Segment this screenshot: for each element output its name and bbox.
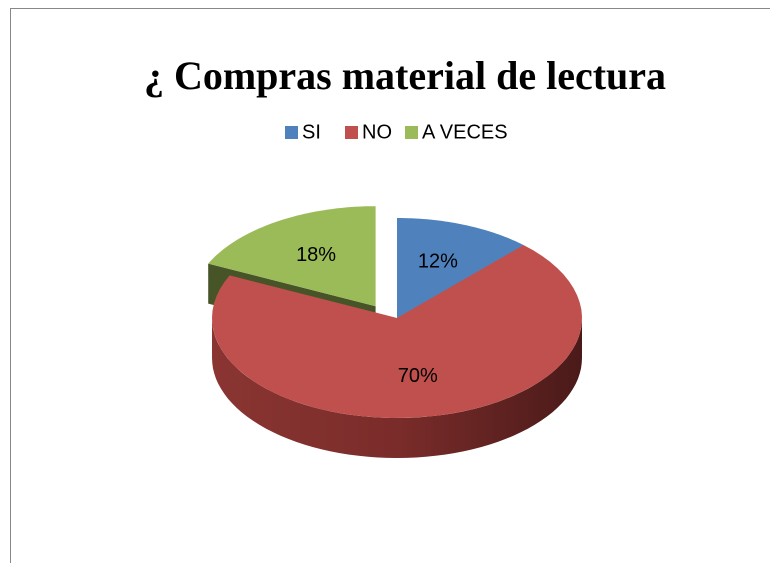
slice-wall <box>212 318 582 458</box>
slice <box>397 218 524 318</box>
slice-top <box>208 206 376 307</box>
data-label: 70% <box>398 365 438 387</box>
slice-top <box>397 218 524 318</box>
legend-swatch <box>345 126 358 139</box>
chart-title: ¿ Compras material de lectura <box>144 53 666 98</box>
legend: SI NO A VECES <box>285 121 508 143</box>
legend-swatch <box>285 126 298 139</box>
frame <box>10 8 770 563</box>
data-label: 18% <box>296 244 336 266</box>
data-label: 12% <box>418 250 458 272</box>
slice-top <box>212 245 582 418</box>
legend-label: NO <box>362 121 392 143</box>
legend-label: A VECES <box>422 121 508 143</box>
legend-swatch <box>405 126 418 139</box>
slice <box>212 245 582 458</box>
legend-label: SI <box>302 121 321 143</box>
